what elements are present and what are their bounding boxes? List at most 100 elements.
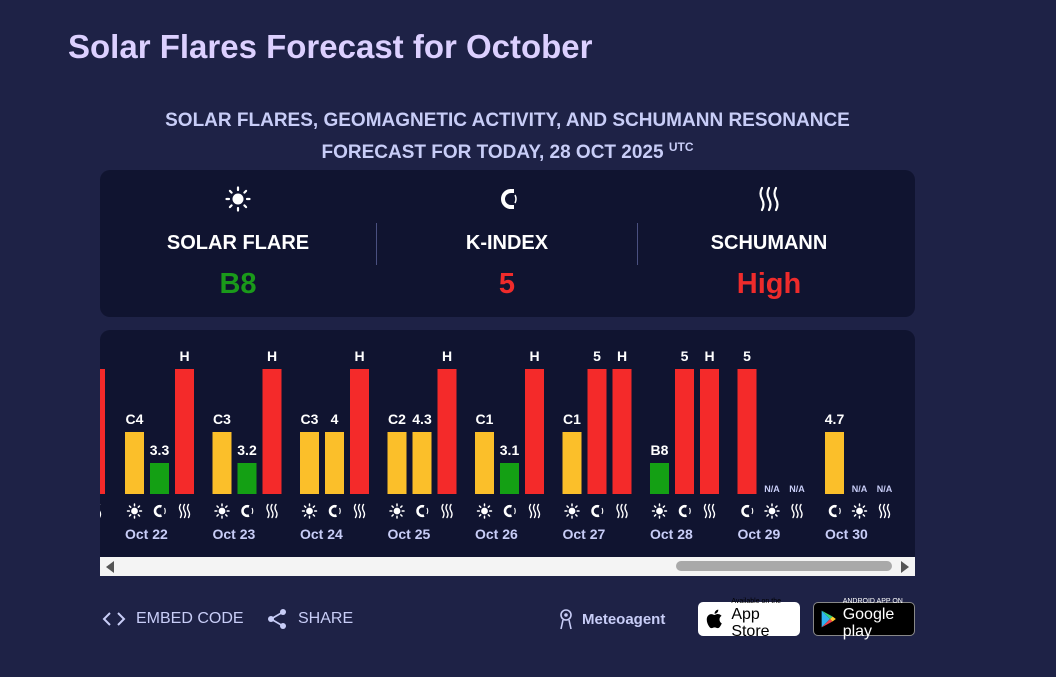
schumann-bar (700, 369, 719, 494)
flare-value-label: C2 (388, 411, 406, 427)
sun-icon (651, 503, 668, 519)
subtitle-date: FORECAST FOR TODAY, 28 OCT 2025 (321, 142, 664, 163)
schumann-label: SCHUMANN (710, 232, 828, 254)
forecast-chart[interactable]: H C4 3.3 H Oct 22 C3 3.2 H Oct 23 C3 4 H Oct 24 C2 4.3… (100, 330, 915, 576)
subtitle-line-1: SOLAR FLARES, GEOMAGNETIC ACTIVITY, AND … (165, 110, 850, 131)
subtitle-line-2: FORECAST FOR TODAY, 28 OCT 2025 UTC (100, 134, 915, 166)
sun-icon (476, 503, 493, 519)
day-label: Oct 22 (125, 526, 168, 542)
appstore-small-text: Available on the (731, 598, 781, 605)
today-summary-card: SOLAR FLARE B8 K-INDEX 5 SCHUMANN Hi (100, 170, 915, 317)
flare-value-label: C3 (301, 411, 319, 427)
google-small-text: ANDROID APP ON (842, 598, 903, 605)
code-brackets-icon (102, 612, 126, 626)
forecast-bar-chart: H C4 3.3 H Oct 22 C3 3.2 H Oct 23 C3 4 H Oct 24 C2 4.3… (100, 348, 893, 542)
flare-bar (300, 432, 319, 494)
summary-k-index: K-INDEX 5 (377, 170, 637, 317)
k-bar (237, 463, 257, 494)
divider (637, 223, 638, 265)
day-label: Oct 26 (475, 526, 518, 542)
k-index-value: 5 (498, 268, 516, 300)
na-label: N/A (789, 484, 805, 494)
share-button[interactable]: SHARE (267, 606, 353, 632)
magnet-icon (828, 504, 841, 518)
google-big-text: Google play (842, 606, 895, 640)
day-label: Oct 28 (650, 526, 693, 542)
day-label: Oct 29 (738, 526, 781, 542)
waves-icon (353, 503, 366, 519)
k-value-label: 5 (681, 348, 689, 364)
k-value-label: 3.1 (500, 442, 520, 458)
k-value-label: 4.7 (825, 411, 845, 427)
flare-bar (562, 432, 582, 494)
magnet-icon (503, 504, 516, 518)
chart-scrollbar[interactable] (100, 557, 915, 576)
schumann-bar (612, 369, 632, 494)
schumann-bar (100, 369, 105, 494)
sun-icon (126, 503, 143, 519)
magnet-icon (241, 504, 254, 518)
waves-icon (616, 503, 628, 519)
k-bar (737, 369, 757, 494)
google-play-icon (821, 610, 836, 628)
flare-value-label: B8 (651, 442, 669, 458)
sun-icon (564, 503, 580, 519)
meteoagent-label: Meteoagent (582, 610, 666, 628)
k-value-label: 3.2 (237, 442, 257, 458)
k-value-label: 5 (593, 348, 601, 364)
magnet-icon (678, 504, 691, 518)
magnet-icon (328, 504, 341, 518)
magnet-icon (416, 504, 429, 518)
waves-icon (100, 504, 102, 518)
apple-icon (706, 609, 722, 629)
schumann-bar (350, 369, 369, 494)
summary-solar-flare: SOLAR FLARE B8 (100, 170, 376, 317)
waves-icon (528, 503, 541, 519)
flare-value-label: C1 (476, 411, 494, 427)
embed-code-button[interactable]: EMBED CODE (102, 606, 244, 632)
flare-bar (212, 432, 232, 494)
magnet-icon (591, 504, 604, 518)
embed-code-label: EMBED CODE (136, 610, 244, 627)
k-value-label: 3.3 (150, 442, 170, 458)
flare-value-label: C3 (213, 411, 231, 427)
scroll-right-arrow[interactable] (901, 561, 909, 573)
app-store-badge[interactable]: Available on the App Store (698, 598, 800, 640)
day-label: Oct 24 (300, 526, 343, 542)
share-label: SHARE (298, 610, 354, 627)
solar-flare-label: SOLAR FLARE (166, 232, 310, 254)
waves-icon (759, 186, 779, 212)
waves-icon (878, 503, 891, 519)
day-label: Oct 23 (213, 526, 256, 542)
k-bar (500, 463, 519, 494)
waves-icon (266, 503, 278, 519)
k-value-label: 5 (743, 348, 751, 364)
scroll-left-arrow[interactable] (106, 561, 114, 573)
google-play-badge[interactable]: ANDROID APP ON Google play (813, 598, 915, 640)
share-icon (268, 609, 286, 629)
waves-icon (791, 503, 803, 519)
sun-icon (764, 503, 780, 519)
schumann-value: High (736, 268, 802, 300)
scrollbar-thumb[interactable] (676, 561, 892, 571)
schumann-value-label: H (442, 348, 452, 364)
page-title: Solar Flares Forecast for October (68, 28, 593, 65)
schumann-value-label: H (267, 348, 277, 364)
na-label: N/A (852, 484, 868, 494)
schumann-value-label: H (100, 348, 101, 364)
summary-schumann: SCHUMANN High (638, 170, 900, 317)
waves-icon (441, 503, 453, 519)
na-label: N/A (877, 484, 893, 494)
sun-icon (225, 186, 251, 212)
flare-bar (387, 432, 407, 494)
k-bar (587, 369, 607, 494)
k-value-label: 4.3 (412, 411, 432, 427)
magnet-icon (153, 504, 166, 518)
schumann-bar (525, 369, 544, 494)
meteoagent-link[interactable]: Meteoagent (558, 606, 665, 632)
day-label: Oct 27 (563, 526, 606, 542)
k-value-label: 4 (331, 411, 339, 427)
schumann-value-label: H (529, 348, 539, 364)
magnet-icon (501, 189, 517, 209)
k-bar (825, 432, 844, 494)
